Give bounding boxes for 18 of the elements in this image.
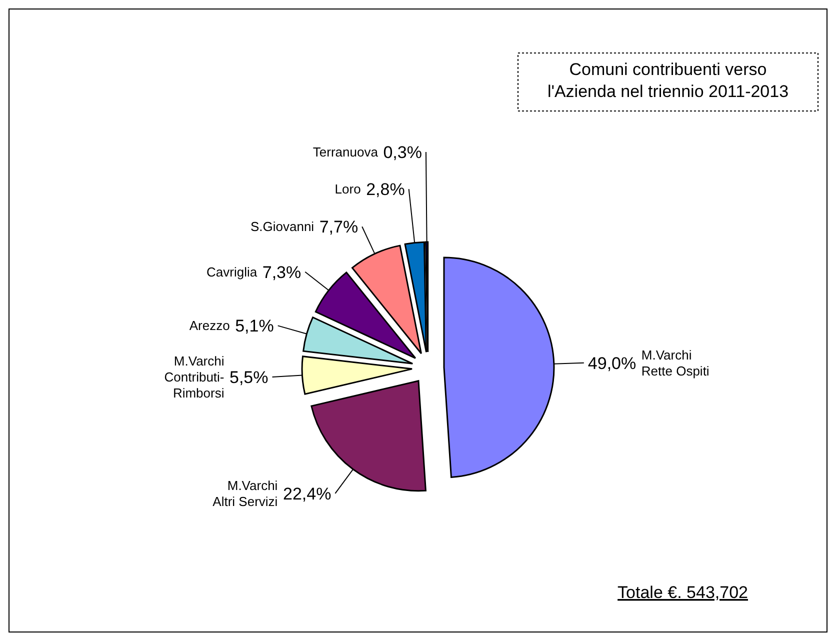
data-label: 0,3%	[383, 142, 422, 162]
data-label: 5,1%	[235, 316, 274, 336]
slice-label: S.Giovanni	[250, 219, 314, 234]
slice-label: Terranuova	[312, 144, 379, 160]
data-label: 2,8%	[366, 180, 405, 199]
text: Totale €. 543,702	[618, 583, 748, 602]
slice-label: Cavriglia	[206, 264, 258, 280]
slice-label: Loro	[334, 182, 361, 197]
slice-label: M.Varchi Altri Servizi	[212, 478, 278, 509]
slice-label: Arezzo	[189, 318, 230, 334]
slice-label: M.Varchi Contributi- Rimborsi	[164, 354, 224, 401]
data-label: 22,4%	[282, 484, 332, 504]
data-label: 7,3%	[262, 262, 302, 282]
data-label: 49,0%	[588, 354, 636, 373]
slice-label: M.Varchi Rette Ospiti	[641, 347, 710, 378]
data-label: 7,7%	[319, 218, 358, 237]
chart-title: Comuni contribuenti verso l'Azienda nel triennio 2011-2013	[547, 60, 789, 101]
data-label: 5,5%	[230, 368, 268, 388]
